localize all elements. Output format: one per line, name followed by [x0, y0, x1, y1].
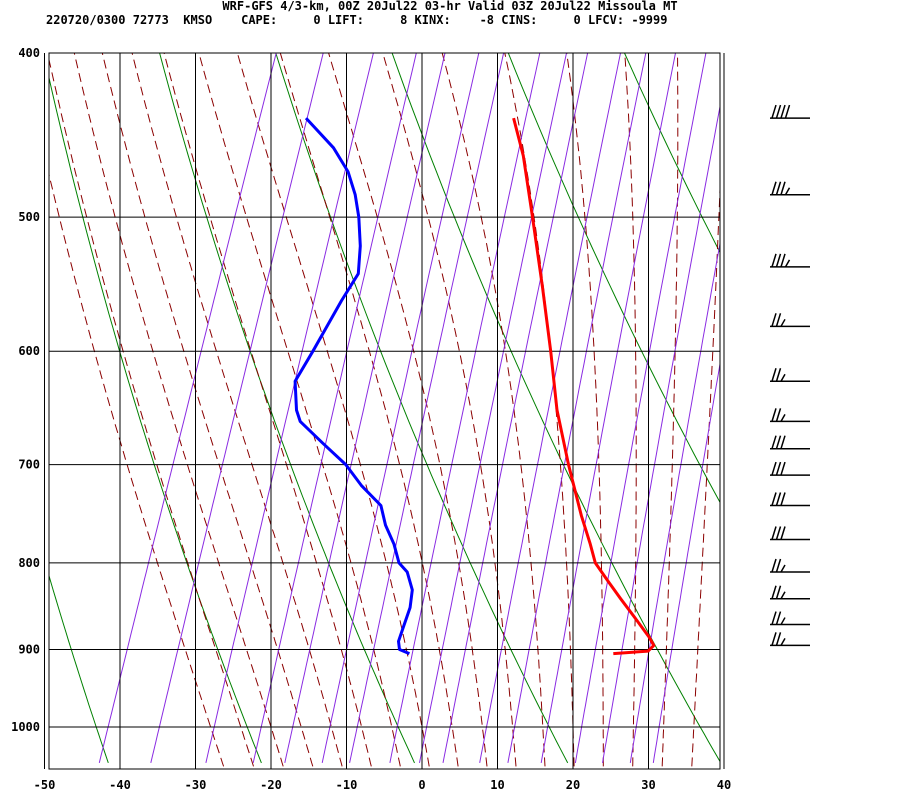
y-tick-label: 1000: [11, 720, 40, 734]
wind-barb: [770, 104, 810, 119]
x-tick-label: -30: [185, 778, 207, 792]
dry-adiabat: [49, 75, 262, 764]
moist-adiabat: [49, 57, 254, 767]
wind-barbs: [770, 104, 810, 647]
mixing-ratio-line: [507, 53, 647, 763]
wind-barb: [770, 611, 810, 626]
sounding-id: 220720/0300: [46, 13, 126, 27]
grid: [44, 52, 725, 770]
y-tick-label: 500: [18, 210, 40, 224]
mixing-ratio-line: [349, 53, 505, 764]
x-tick-label: 0: [418, 778, 425, 792]
mixing-ratio-line: [652, 361, 720, 763]
moist-adiabat: [163, 53, 372, 767]
x-tick-label: 20: [566, 778, 580, 792]
wind-barb: [770, 368, 810, 383]
dry-adiabat: [159, 53, 415, 764]
tick-labels: -50 -40 -30 -20 -10 0 10 20 30 40 400 500 600 700 800 9…: [11, 46, 731, 792]
x-tick-label: -40: [109, 778, 131, 792]
dry-adiabat: [507, 53, 720, 504]
dry-adiabat: [624, 53, 720, 254]
moist-adiabat: [328, 53, 488, 767]
temperature-profile: [512, 117, 656, 656]
y-tick-label: 900: [18, 642, 40, 656]
moist-adiabat: [198, 53, 401, 767]
x-tick-label: -20: [260, 778, 282, 792]
dry-adiabat: [741, 53, 900, 763]
wind-barb: [770, 181, 810, 196]
station-number: 72773: [132, 13, 169, 27]
mixing-ratio-line: [540, 53, 676, 763]
wind-barb: [770, 492, 810, 507]
dry-adiabat: [857, 53, 900, 763]
moist-adiabat: [722, 44, 770, 767]
dry-adiabat: [275, 53, 569, 764]
moist-adiabat: [101, 53, 314, 767]
mixing-ratio-line: [629, 240, 720, 763]
kinx-label: KINX:: [414, 13, 451, 27]
mixing-ratio-line: [98, 53, 277, 764]
cins-value: 0: [573, 13, 581, 27]
x-tick-label: 10: [490, 778, 504, 792]
mixing-ratio-line: [574, 53, 707, 763]
background-isopleths: [49, 44, 900, 767]
cape-value: 0: [313, 13, 321, 27]
plot-frame: [48, 52, 721, 770]
mixing-ratio-line: [205, 53, 374, 764]
lfcv-value: -9999: [631, 13, 668, 27]
moist-adiabat: [566, 53, 604, 767]
moist-adiabat: [73, 53, 284, 767]
y-tick-label: 800: [18, 556, 40, 570]
wind-barb: [770, 435, 810, 450]
mixing-ratio-line: [389, 53, 541, 763]
lfcv-label: LFCV:: [587, 13, 625, 27]
wind-barb: [770, 313, 810, 328]
cape-label: CAPE:: [241, 13, 278, 27]
moist-adiabat: [441, 53, 546, 767]
wind-barb: [770, 408, 810, 423]
mixing-ratio-line: [602, 104, 720, 763]
x-tick-label: 40: [717, 778, 731, 792]
wind-barb: [770, 558, 810, 573]
wind-barb: [770, 585, 810, 600]
profiles: [293, 117, 656, 656]
cins-label: CINS:: [501, 13, 538, 27]
dewpoint-profile: [293, 117, 414, 655]
wind-barb: [770, 461, 810, 476]
mixing-ratio-line: [419, 53, 567, 763]
wind-barb: [770, 526, 810, 541]
x-tick-label: -50: [34, 778, 56, 792]
mixing-ratio-line: [479, 53, 621, 763]
x-tick-label: -10: [336, 778, 358, 792]
station-code: KMSO: [183, 13, 213, 27]
wind-barb: [770, 253, 810, 268]
y-tick-label: 600: [18, 344, 40, 358]
moist-adiabat: [131, 53, 343, 767]
x-tick-label: 30: [641, 778, 655, 792]
moist-adiabat: [49, 172, 225, 767]
mixing-ratio-line: [150, 53, 324, 764]
wind-barb: [770, 632, 810, 647]
moist-adiabat: [279, 53, 459, 767]
index-row: 220720/0300 72773 KMSO CAPE: 0 LIFT: 8 K…: [46, 14, 667, 27]
moist-adiabat: [504, 53, 575, 767]
lift-label: LIFT:: [327, 13, 364, 27]
mixing-ratio-line: [284, 53, 446, 764]
mixing-ratio-line: [252, 53, 417, 764]
lift-value: 8: [400, 13, 408, 27]
chart-title: WRF-GFS 4/3-km, 00Z 20Jul22 03-hr Valid …: [222, 0, 678, 13]
y-tick-label: 400: [18, 46, 40, 60]
y-tick-label: 700: [18, 458, 40, 472]
moist-adiabat: [382, 53, 517, 767]
kinx-value: -8: [479, 13, 495, 27]
mixing-ratio-line: [442, 53, 589, 763]
mixing-ratio-line: [321, 53, 480, 764]
dry-adiabat: [49, 574, 109, 764]
